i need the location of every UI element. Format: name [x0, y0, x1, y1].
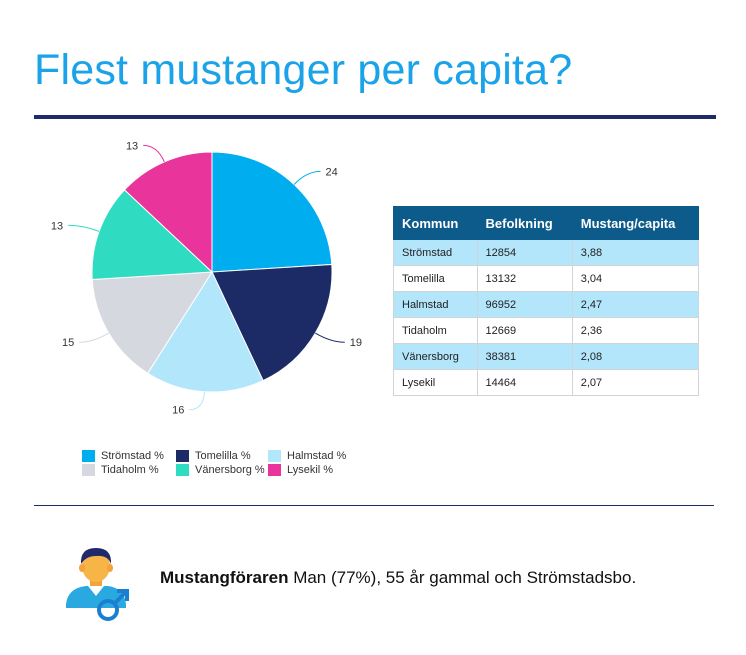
- data-label-stromstad: 24: [325, 166, 337, 178]
- legend-swatch: [268, 450, 281, 462]
- table-row: Lysekil 14464 2,07: [393, 369, 700, 396]
- legend-item-vanersborg: Vänersborg %: [176, 464, 265, 476]
- table-cell: 3,04: [571, 265, 700, 292]
- pie-chart: 24 19 16 15 13 13: [51, 140, 362, 417]
- pie-slice-tomelilla: [211, 263, 333, 382]
- legend-label: Lysekil %: [287, 464, 334, 476]
- driver-description: Mustangföraren Man (77%), 55 år gammal o…: [160, 568, 636, 588]
- table-cell: 3,88: [571, 239, 700, 266]
- table-row: Tidaholm 12669 2,36: [393, 317, 700, 344]
- legend-swatch: [268, 464, 281, 476]
- legend-swatch: [82, 450, 95, 462]
- column-header: Mustang/capita: [571, 206, 700, 240]
- legend-swatch: [176, 464, 189, 476]
- table-cell: Lysekil: [393, 369, 478, 396]
- table-row: Tomelilla 13132 3,04: [393, 265, 700, 292]
- data-label-halmstad: 16: [172, 405, 184, 417]
- table-row: Strömstad 12854 3,88: [393, 239, 700, 266]
- table-row: Vänersborg 38381 2,08: [393, 343, 700, 370]
- legend-label: Vänersborg %: [195, 464, 265, 476]
- table-cell: Tomelilla: [393, 265, 478, 292]
- table-cell: Vänersborg: [393, 343, 478, 370]
- pie-slice-stromstad: [211, 151, 333, 273]
- table-cell: 38381: [476, 343, 573, 370]
- table-cell: Tidaholm: [393, 317, 478, 344]
- data-label-vanersborg: 13: [51, 220, 63, 232]
- table-cell: 12669: [476, 317, 573, 344]
- legend-item-stromstad: Strömstad %: [82, 450, 164, 462]
- top-divider: [34, 115, 716, 119]
- table-cell: 96952: [476, 291, 573, 318]
- legend-item-lysekil: Lysekil %: [268, 464, 333, 476]
- column-header: Kommun: [393, 206, 478, 240]
- legend-item-tomelilla: Tomelilla %: [176, 450, 251, 462]
- pie-slice-tidaholm: [91, 271, 213, 375]
- pie-slice-halmstad: [147, 270, 264, 393]
- male-driver-icon: [66, 548, 129, 621]
- leader-line-lysekil: [143, 144, 165, 163]
- table-cell: 2,47: [571, 291, 700, 318]
- table-cell: 2,07: [571, 369, 700, 396]
- table-cell: 2,36: [571, 317, 700, 344]
- data-label-lysekil: 13: [126, 140, 138, 152]
- table-cell: Strömstad: [393, 239, 478, 266]
- column-header: Befolkning: [476, 206, 573, 240]
- table-cell: 14464: [476, 369, 573, 396]
- pie-slice-vanersborg: [91, 189, 214, 281]
- data-table: Kommun Befolkning Mustang/capita Strömstad…: [393, 206, 700, 396]
- pie-slice-lysekil: [123, 151, 213, 274]
- legend-label: Halmstad %: [287, 450, 347, 462]
- driver-details: Man (77%), 55 år gammal och Strömstadsbo…: [288, 568, 637, 587]
- legend-item-halmstad: Halmstad %: [268, 450, 346, 462]
- legend-label: Tidaholm %: [101, 464, 159, 476]
- legend-swatch: [82, 464, 95, 476]
- page-title: Flest mustanger per capita?: [34, 46, 573, 94]
- leader-line-halmstad: [189, 391, 205, 411]
- data-label-tomelilla: 19: [350, 337, 362, 349]
- leader-line-vanersborg: [68, 224, 100, 232]
- leader-line-tidaholm: [79, 332, 109, 343]
- legend-label: Tomelilla %: [195, 450, 251, 462]
- table-cell: 2,08: [571, 343, 700, 370]
- bottom-divider: [34, 505, 714, 506]
- leader-line-tomelilla: [315, 332, 345, 343]
- table-cell: 12854: [476, 239, 573, 266]
- legend-swatch: [176, 450, 189, 462]
- legend-label: Strömstad %: [101, 450, 164, 462]
- table-cell: 13132: [476, 265, 573, 292]
- table-cell: Halmstad: [393, 291, 478, 318]
- table-row: Halmstad 96952 2,47: [393, 291, 700, 318]
- leader-line-stromstad: [293, 170, 321, 185]
- data-label-tidaholm: 15: [62, 337, 74, 349]
- legend-item-tidaholm: Tidaholm %: [82, 464, 159, 476]
- driver-label: Mustangföraren: [160, 568, 289, 587]
